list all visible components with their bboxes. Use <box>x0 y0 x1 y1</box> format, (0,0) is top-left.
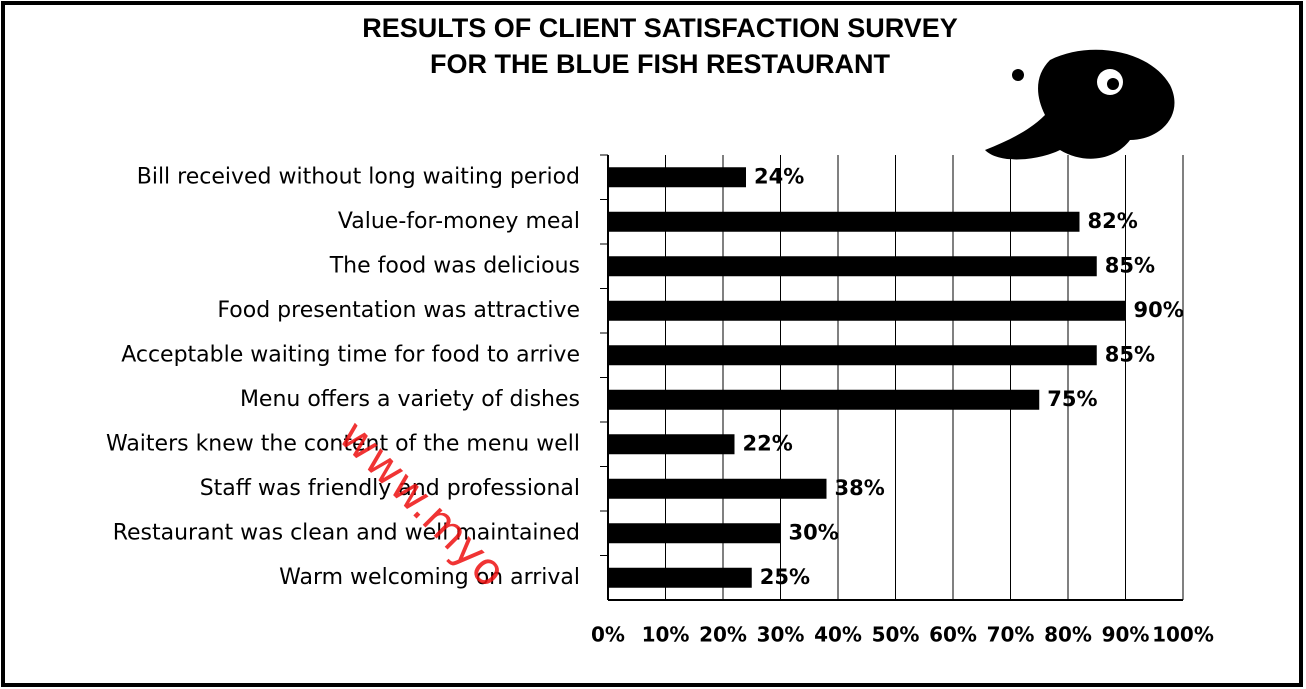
bar <box>608 212 1080 232</box>
y-tick-label: Bill received without long waiting perio… <box>137 164 580 189</box>
value-label: 24% <box>754 164 804 188</box>
y-tick-label: The food was delicious <box>329 253 580 278</box>
x-tick-label: 100% <box>1152 623 1214 647</box>
x-tick-label: 0% <box>591 623 625 647</box>
y-tick-label: Value-for-money meal <box>338 209 580 234</box>
x-tick-label: 70% <box>987 623 1035 647</box>
value-label: 30% <box>789 520 839 544</box>
bar <box>608 301 1126 321</box>
value-label: 82% <box>1088 209 1138 233</box>
bar <box>608 523 781 543</box>
y-tick-label: Menu offers a variety of dishes <box>240 387 580 412</box>
y-tick-label: Acceptable waiting time for food to arri… <box>121 342 580 367</box>
y-tick-label: Restaurant was clean and well maintained <box>113 520 580 545</box>
x-tick-label: 30% <box>757 623 805 647</box>
x-tick-label: 20% <box>699 623 747 647</box>
bar <box>608 345 1097 365</box>
bar <box>608 568 752 588</box>
x-tick-label: 10% <box>642 623 690 647</box>
x-tick-label: 90% <box>1102 623 1150 647</box>
chart: RESULTS OF CLIENT SATISFACTION SURVEY FO… <box>0 0 1306 689</box>
x-tick-label: 50% <box>872 623 920 647</box>
value-label: 85% <box>1105 253 1155 277</box>
x-tick-label: 80% <box>1044 623 1092 647</box>
bar <box>608 256 1097 276</box>
y-tick-label: Warm welcoming on arrival <box>279 565 580 590</box>
y-tick-label: Food presentation was attractive <box>217 298 580 323</box>
x-tick-label: 40% <box>814 623 862 647</box>
bar <box>608 434 735 454</box>
value-label: 38% <box>835 476 885 500</box>
value-label: 22% <box>743 431 793 455</box>
fish-icon <box>985 50 1174 160</box>
bar <box>608 479 827 499</box>
bar <box>608 167 746 187</box>
chart-subtitle: FOR THE BLUE FISH RESTAURANT <box>430 49 890 79</box>
value-label: 90% <box>1134 298 1184 322</box>
bar <box>608 390 1039 410</box>
chart-title: RESULTS OF CLIENT SATISFACTION SURVEY <box>362 13 958 43</box>
value-label: 25% <box>760 565 810 589</box>
value-label: 85% <box>1105 342 1155 366</box>
x-tick-label: 60% <box>929 623 977 647</box>
value-label: 75% <box>1047 387 1097 411</box>
